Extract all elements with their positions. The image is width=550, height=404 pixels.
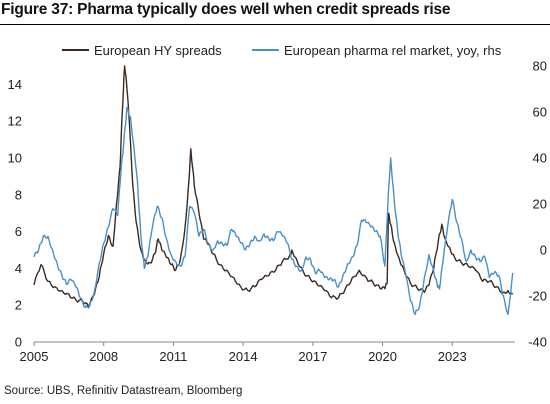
y-left-tick-label: 4 <box>15 261 22 276</box>
axes: 2005 2008 2011 2014 2017 2020 2023 0 2 4 6 8 10 12 14 -… <box>8 59 547 365</box>
y-left-tick-label: 2 <box>15 298 22 313</box>
y-right-tick-label: -20 <box>528 289 547 304</box>
x-tick-label: 2017 <box>298 349 327 364</box>
legend-label: European HY spreads <box>94 43 222 58</box>
x-tick-label: 2008 <box>89 349 118 364</box>
y-right-tick-label: 0 <box>540 243 547 258</box>
y-left-tick-label: 14 <box>8 77 22 92</box>
x-tick-label: 2011 <box>159 349 187 364</box>
y-left-tick-label: 0 <box>15 335 22 350</box>
y-right-tick-label: -40 <box>528 335 547 350</box>
x-tick-label: 2023 <box>438 349 467 364</box>
y-right-tick-label: 20 <box>533 197 547 212</box>
legend-label: European pharma rel market, yoy, rhs <box>284 43 502 58</box>
x-tick-label: 2014 <box>229 349 258 364</box>
legend: European HY spreads European pharma rel m… <box>62 43 502 58</box>
source-note: Source: UBS, Refinitiv Datastream, Bloom… <box>4 385 243 397</box>
series-line-hy-spreads <box>33 65 514 308</box>
series-line-pharma-rel <box>33 106 514 316</box>
chart-title: Figure 37: Pharma typically does well wh… <box>1 1 451 18</box>
series-layer <box>33 65 514 316</box>
y-right-tick-label: 60 <box>533 105 547 120</box>
y-left-tick-label: 8 <box>15 187 22 202</box>
y-right-tick-label: 40 <box>533 151 547 166</box>
x-tick-label: 2005 <box>20 349 49 364</box>
y-left-tick-label: 10 <box>8 151 22 166</box>
y-left-tick-label: 12 <box>8 114 22 129</box>
y-left-tick-label: 6 <box>15 224 22 239</box>
x-tick-label: 2020 <box>368 349 397 364</box>
title-divider <box>0 24 550 25</box>
y-right-tick-label: 80 <box>533 59 547 74</box>
